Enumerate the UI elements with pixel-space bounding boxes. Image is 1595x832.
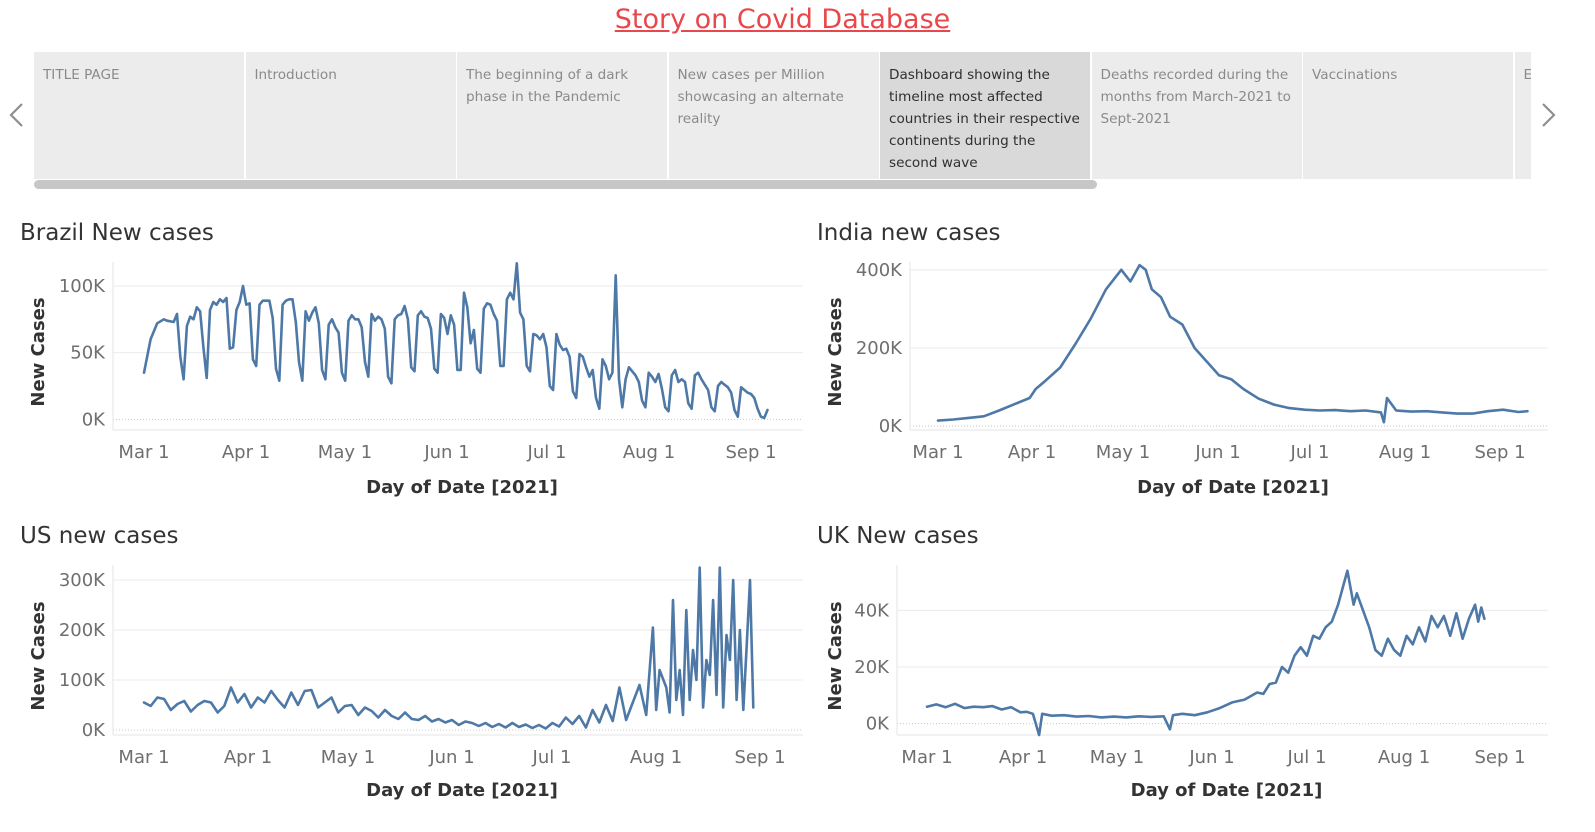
us-y-tick-label: 200K bbox=[59, 620, 106, 641]
uk-chart-title: UK New cases bbox=[817, 523, 979, 549]
india-x-axis-title: Day of Date [2021] bbox=[1137, 477, 1329, 498]
india-x-tick-label: Aug 1 bbox=[1379, 442, 1431, 463]
story-point-new-cases-per-million[interactable]: New cases per Million showcasing an alte… bbox=[668, 52, 879, 179]
india-y-tick-label: 400K bbox=[856, 260, 903, 281]
uk-x-tick-label: Aug 1 bbox=[1378, 747, 1430, 768]
story-point-title-page[interactable]: TITLE PAGE bbox=[34, 52, 244, 179]
india-series-line bbox=[936, 263, 1529, 424]
us-x-tick-label: Jun 1 bbox=[428, 747, 474, 768]
uk-chart: UK New cases 0K 20K 40K Mar 1 Apr 1 May 1 Jun 1… bbox=[817, 523, 1548, 801]
us-x-tick-label: Apr 1 bbox=[224, 747, 272, 768]
india-y-tick-label: 0K bbox=[879, 416, 903, 437]
india-y-axis-title: New Cases bbox=[825, 297, 846, 406]
india-x-tick-label: Mar 1 bbox=[912, 442, 963, 463]
india-x-tick-label: Jun 1 bbox=[1194, 442, 1240, 463]
us-x-tick-label: Sep 1 bbox=[734, 747, 785, 768]
uk-y-tick-label: 0K bbox=[866, 714, 890, 735]
us-y-tick-label: 100K bbox=[59, 670, 106, 691]
us-x-tick-label: Aug 1 bbox=[630, 747, 682, 768]
uk-x-tick-label: Sep 1 bbox=[1474, 747, 1525, 768]
us-chart-title: US new cases bbox=[20, 523, 178, 549]
us-y-axis-title: New Cases bbox=[28, 601, 49, 710]
chevron-left-icon[interactable] bbox=[7, 100, 27, 136]
brazil-y-axis-title: New Cases bbox=[28, 297, 49, 406]
india-chart: India new cases 0K 200K 400K Mar 1 Apr 1 May 1… bbox=[817, 220, 1548, 498]
story-navigator: TITLE PAGE Introduction The beginning of a… bbox=[34, 52, 1531, 179]
uk-x-tick-label: Jul 1 bbox=[1287, 747, 1327, 768]
story-scrollbar[interactable] bbox=[34, 180, 1531, 189]
story-point-vaccinations[interactable]: Vaccinations bbox=[1303, 52, 1513, 179]
us-y-tick-label: 0K bbox=[82, 720, 106, 741]
brazil-x-tick-label: Aug 1 bbox=[623, 442, 675, 463]
story-point-dark-phase[interactable]: The beginning of a dark phase in the Pan… bbox=[457, 52, 667, 179]
uk-x-tick-label: Apr 1 bbox=[999, 747, 1047, 768]
story-scrollbar-thumb[interactable] bbox=[34, 180, 1097, 189]
uk-y-tick-label: 20K bbox=[854, 657, 890, 678]
india-x-tick-label: May 1 bbox=[1096, 442, 1150, 463]
us-chart: US new cases 0K 100K 200K 300K Mar 1 Apr 1 May … bbox=[20, 523, 803, 801]
story-point-introduction[interactable]: Introduction bbox=[245, 52, 456, 179]
us-x-axis-title: Day of Date [2021] bbox=[366, 780, 558, 801]
story-point-dashboard[interactable]: Dashboard showing the timeline most affe… bbox=[880, 52, 1090, 179]
india-x-tick-label: Jul 1 bbox=[1290, 442, 1330, 463]
story-point-next[interactable]: E v o bbox=[1514, 52, 1531, 179]
us-x-tick-label: Mar 1 bbox=[118, 747, 169, 768]
uk-series-line bbox=[925, 569, 1486, 737]
india-chart-title: India new cases bbox=[817, 220, 1000, 246]
story-point-deaths[interactable]: Deaths recorded during the months from M… bbox=[1091, 52, 1302, 179]
story-title[interactable]: Story on Covid Database bbox=[614, 4, 951, 35]
brazil-series-line bbox=[142, 261, 769, 420]
uk-x-tick-label: Jun 1 bbox=[1188, 747, 1234, 768]
uk-y-tick-label: 40K bbox=[854, 600, 890, 621]
brazil-x-axis-title: Day of Date [2021] bbox=[366, 477, 558, 498]
us-series-line bbox=[142, 566, 755, 730]
brazil-y-tick-label: 50K bbox=[70, 343, 106, 364]
us-x-tick-label: Jul 1 bbox=[532, 747, 572, 768]
india-x-tick-label: Sep 1 bbox=[1474, 442, 1525, 463]
brazil-x-tick-label: Jun 1 bbox=[423, 442, 469, 463]
india-y-tick-label: 200K bbox=[856, 338, 903, 359]
uk-x-axis-title: Day of Date [2021] bbox=[1131, 780, 1323, 801]
brazil-x-tick-label: Apr 1 bbox=[222, 442, 270, 463]
chevron-right-icon[interactable] bbox=[1538, 100, 1558, 136]
brazil-y-tick-label: 0K bbox=[82, 409, 106, 430]
brazil-y-tick-label: 100K bbox=[59, 276, 106, 297]
uk-x-tick-label: May 1 bbox=[1090, 747, 1144, 768]
uk-y-axis-title: New Cases bbox=[825, 601, 846, 710]
india-x-tick-label: Apr 1 bbox=[1008, 442, 1056, 463]
uk-x-tick-label: Mar 1 bbox=[901, 747, 952, 768]
us-x-tick-label: May 1 bbox=[321, 747, 375, 768]
brazil-x-tick-label: Jul 1 bbox=[527, 442, 567, 463]
brazil-x-tick-label: Mar 1 bbox=[118, 442, 169, 463]
brazil-chart-title: Brazil New cases bbox=[20, 220, 214, 246]
brazil-x-tick-label: Sep 1 bbox=[725, 442, 776, 463]
us-y-tick-label: 300K bbox=[59, 570, 106, 591]
brazil-x-tick-label: May 1 bbox=[318, 442, 372, 463]
brazil-chart: Brazil New cases 0K 50K 100K Mar 1 Apr 1 May 1… bbox=[20, 220, 803, 498]
